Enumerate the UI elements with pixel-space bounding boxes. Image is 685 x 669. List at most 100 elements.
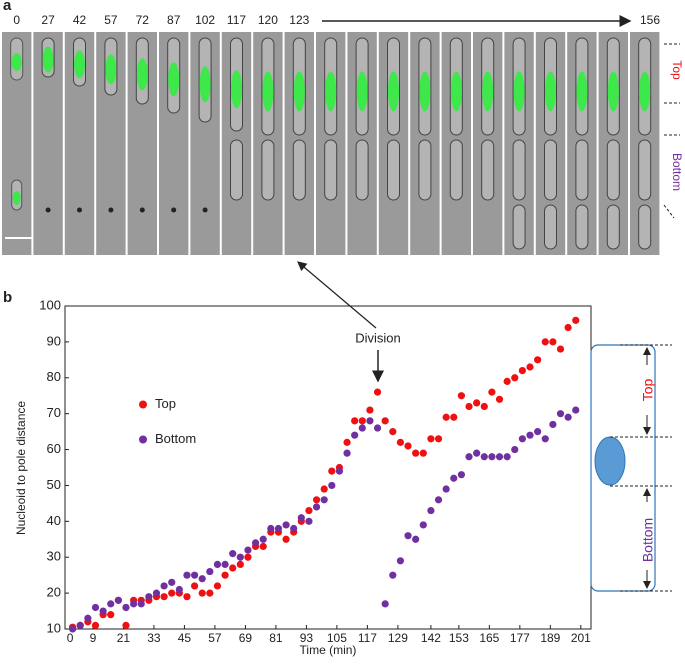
x-axis-label: Time (min) (300, 643, 357, 657)
point (343, 438, 351, 446)
nucleoid (74, 50, 85, 79)
nucleoid (419, 71, 431, 112)
nucleoid (482, 71, 494, 112)
point (526, 363, 534, 371)
nucleoid (388, 71, 399, 112)
point (229, 550, 237, 558)
point (450, 474, 458, 482)
point (556, 345, 565, 353)
point (366, 406, 374, 414)
point (244, 553, 252, 561)
y-tick-label: 20 (47, 585, 61, 600)
x-tick-label: 153 (449, 631, 469, 645)
cell (606, 204, 620, 250)
point (190, 582, 199, 590)
cell-diagram: Top Bottom (590, 344, 672, 592)
cell (324, 139, 338, 201)
diagram-label: Bottom (640, 518, 656, 562)
point (305, 517, 313, 525)
cell (544, 204, 557, 250)
x-tick-label: 9 (90, 631, 97, 645)
point (91, 603, 100, 612)
debris (77, 207, 82, 213)
point (145, 593, 153, 601)
time-label: 117 (227, 13, 246, 27)
point (236, 553, 244, 561)
nucleoid (42, 46, 54, 73)
point (282, 521, 290, 529)
x-tick-label: 21 (117, 631, 131, 645)
y-tick-label: 10 (47, 620, 61, 635)
side-label: Bottom (670, 153, 684, 191)
point (442, 413, 450, 421)
point (221, 560, 229, 569)
nucleoid (105, 54, 117, 85)
point (381, 417, 389, 425)
point (84, 614, 92, 622)
point (244, 546, 252, 554)
point (297, 514, 305, 522)
panel-label: a (3, 0, 12, 14)
point (137, 600, 145, 608)
nucleoid (576, 71, 588, 112)
debris (45, 207, 51, 213)
point (183, 593, 191, 601)
point (572, 406, 580, 414)
point (282, 535, 290, 543)
point (541, 435, 549, 443)
point (69, 625, 77, 633)
time-label: 123 (289, 13, 309, 27)
point (114, 596, 122, 604)
point (396, 557, 405, 565)
x-tick-label: 57 (208, 631, 222, 645)
point (175, 585, 183, 594)
point (91, 621, 100, 630)
nucleoid (293, 71, 305, 112)
plot-frame (64, 305, 592, 630)
time-label: 102 (195, 13, 215, 27)
x-tick-label: 69 (239, 631, 253, 645)
diagram-label: Top (640, 379, 656, 402)
point (122, 603, 130, 612)
cell (638, 139, 652, 201)
cell (387, 139, 400, 201)
point (335, 467, 344, 475)
x-tick-label: 129 (388, 631, 408, 645)
nucleoid (199, 66, 211, 103)
point (564, 413, 572, 421)
cell (544, 139, 557, 201)
cell (512, 204, 526, 250)
time-label: 42 (73, 13, 87, 27)
x-tick-label: 142 (421, 631, 441, 645)
point (465, 453, 473, 461)
point (130, 600, 138, 608)
x-tick-label: 117 (358, 631, 377, 645)
point (518, 435, 526, 443)
point (457, 392, 466, 400)
point (427, 506, 435, 515)
cell (449, 139, 463, 201)
point (99, 607, 107, 615)
point (465, 402, 473, 411)
cell (512, 139, 526, 201)
point (236, 560, 244, 569)
point (488, 388, 496, 396)
nucleoid (356, 71, 368, 112)
y-tick-label: 30 (47, 549, 61, 564)
point (76, 621, 84, 630)
point (229, 564, 237, 572)
point (328, 467, 336, 475)
legend-label: Top (155, 396, 176, 411)
nucleoid (11, 53, 22, 71)
cell (261, 139, 275, 201)
y-tick-label: 50 (47, 477, 61, 492)
point (259, 542, 267, 551)
point (434, 435, 443, 443)
point (358, 424, 366, 432)
point (312, 503, 321, 511)
point (373, 388, 382, 396)
legend-label: Bottom (155, 431, 196, 446)
point (419, 521, 427, 529)
time-label: 0 (13, 13, 20, 27)
cell (355, 139, 369, 201)
